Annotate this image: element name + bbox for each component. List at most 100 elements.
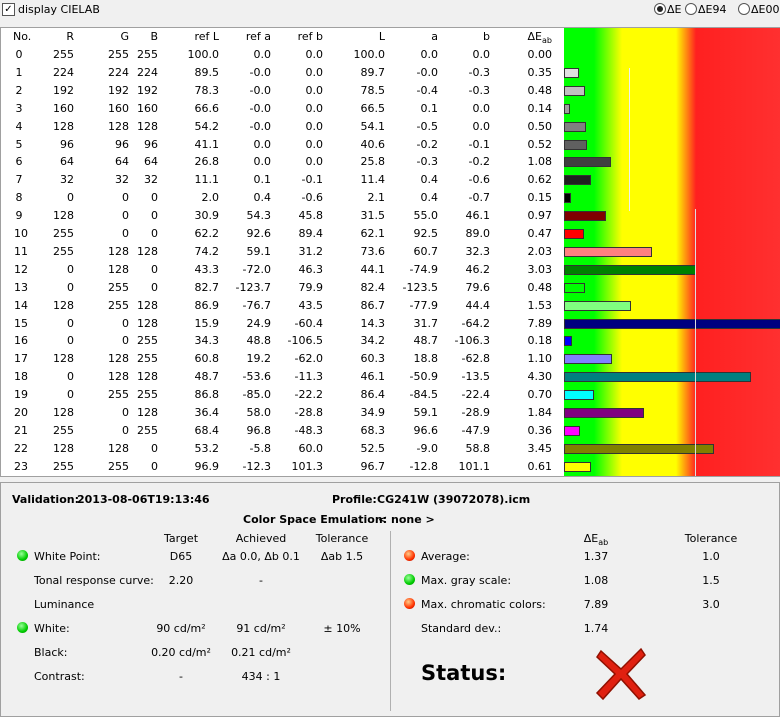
cell: 96.8 bbox=[246, 423, 272, 437]
cell: 7.89 bbox=[583, 598, 609, 611]
cell: 54.1 bbox=[360, 119, 386, 133]
cell: 62.1 bbox=[360, 227, 386, 240]
cell: 60.7 bbox=[413, 244, 439, 258]
cell: 255 bbox=[137, 388, 158, 402]
cell: 0 bbox=[151, 191, 158, 205]
cell: 128 bbox=[137, 370, 158, 384]
cell: 100.0 bbox=[187, 48, 220, 61]
checkbox[interactable]: ✓ bbox=[2, 3, 15, 16]
delta-bar bbox=[564, 336, 572, 347]
cell: 0.00 bbox=[527, 48, 553, 61]
cell: -22.2 bbox=[294, 388, 323, 402]
cell: 1.5 bbox=[702, 574, 720, 587]
delta-bar bbox=[564, 282, 585, 293]
radio-label[interactable]: ΔE bbox=[667, 3, 682, 16]
cell: 64 bbox=[60, 155, 74, 169]
cell: 1.37 bbox=[583, 550, 609, 563]
cell: 79.6 bbox=[465, 280, 491, 294]
cell: 96 bbox=[144, 137, 158, 151]
cell: 34.3 bbox=[194, 334, 220, 348]
cell: 255 bbox=[53, 423, 74, 437]
cell: 0.0 bbox=[253, 137, 272, 151]
cell: 0.0 bbox=[253, 155, 272, 169]
cell: 31.2 bbox=[298, 244, 324, 258]
cell: -0.1 bbox=[301, 173, 323, 187]
cell: 2.0 bbox=[201, 191, 220, 205]
cell: 1.08 bbox=[583, 574, 609, 587]
cell: 40.6 bbox=[360, 137, 386, 151]
cell: 82.7 bbox=[194, 280, 220, 294]
cell: 1.0 bbox=[702, 550, 720, 563]
label: Profile: bbox=[332, 493, 377, 506]
cell: 52.5 bbox=[360, 441, 386, 455]
column-header: ΔEab bbox=[527, 30, 552, 46]
cell: 160 bbox=[137, 101, 158, 115]
delta-bar bbox=[564, 139, 587, 150]
radio[interactable] bbox=[685, 3, 697, 15]
cell: 25.8 bbox=[360, 155, 386, 169]
cell: 0.61 bbox=[527, 459, 553, 473]
cell: 128 bbox=[108, 352, 129, 366]
column-header: Achieved bbox=[235, 532, 287, 545]
cell: 128 bbox=[137, 316, 158, 330]
row-label: Luminance bbox=[34, 598, 95, 611]
cell: 0.0 bbox=[472, 101, 491, 115]
cell: 128 bbox=[137, 406, 158, 419]
cell: -0.4 bbox=[416, 83, 438, 97]
cell: 0.1 bbox=[420, 101, 439, 115]
radio-label[interactable]: ΔE00 bbox=[751, 3, 780, 16]
cell: 96.6 bbox=[413, 423, 439, 437]
cell: 101.1 bbox=[458, 459, 491, 473]
cell: -47.9 bbox=[461, 423, 490, 437]
cell: -84.5 bbox=[409, 388, 438, 402]
cell: -5.8 bbox=[249, 441, 271, 455]
subscript: ab bbox=[598, 538, 609, 548]
cell: 255 bbox=[137, 423, 158, 437]
cell: 34.2 bbox=[360, 334, 386, 348]
checkbox-label[interactable]: display CIELAB bbox=[18, 3, 100, 16]
status-label: Status: bbox=[421, 661, 507, 685]
cell: 128 bbox=[53, 406, 74, 419]
radio-dot bbox=[657, 6, 663, 12]
summary-panel: Validation: 2013-08-06T19:13:46 Profile:… bbox=[0, 482, 780, 717]
cell: -28.9 bbox=[461, 406, 490, 419]
cell: 0.4 bbox=[253, 191, 272, 205]
cell: 46.1 bbox=[360, 370, 386, 384]
cell: 54.2 bbox=[194, 119, 220, 133]
cell: 128 bbox=[137, 298, 158, 312]
delta-bar bbox=[564, 211, 607, 222]
row-label: Average: bbox=[421, 550, 470, 563]
cell: 255 bbox=[108, 298, 129, 312]
chroma-tolerance-line bbox=[694, 209, 696, 476]
cell: 24.9 bbox=[246, 316, 272, 330]
cell: 2.03 bbox=[527, 244, 553, 258]
cell: 66.6 bbox=[194, 101, 220, 115]
cell: 26.8 bbox=[194, 155, 220, 169]
cell: -0.6 bbox=[301, 191, 323, 205]
delta-bar bbox=[564, 354, 612, 365]
cell: 2 bbox=[15, 83, 23, 97]
radio-label[interactable]: ΔE94 bbox=[698, 3, 727, 16]
cell: 59.1 bbox=[413, 406, 439, 419]
cell: 0 bbox=[151, 280, 158, 294]
cell: 45.8 bbox=[298, 209, 324, 223]
cell: 54.3 bbox=[246, 209, 272, 223]
cell: 73.6 bbox=[360, 244, 386, 258]
cell: 255 bbox=[108, 459, 129, 473]
delta-bar bbox=[564, 229, 585, 239]
cell: 0.15 bbox=[527, 191, 553, 205]
radio[interactable] bbox=[738, 3, 750, 15]
cell: 43.3 bbox=[194, 262, 220, 276]
cell: 31.7 bbox=[413, 316, 439, 330]
column-header: ref b bbox=[297, 30, 323, 43]
cell: -53.6 bbox=[242, 370, 271, 384]
cell: 0 bbox=[67, 316, 74, 330]
cell: 46.2 bbox=[465, 262, 491, 276]
cell: 3.03 bbox=[527, 262, 553, 276]
radio[interactable] bbox=[654, 3, 666, 15]
cell: 0 bbox=[67, 370, 74, 384]
cell: -28.8 bbox=[294, 406, 323, 419]
value: < none > bbox=[378, 513, 435, 526]
cell: 255 bbox=[108, 280, 129, 294]
cell: 1.74 bbox=[583, 622, 609, 635]
